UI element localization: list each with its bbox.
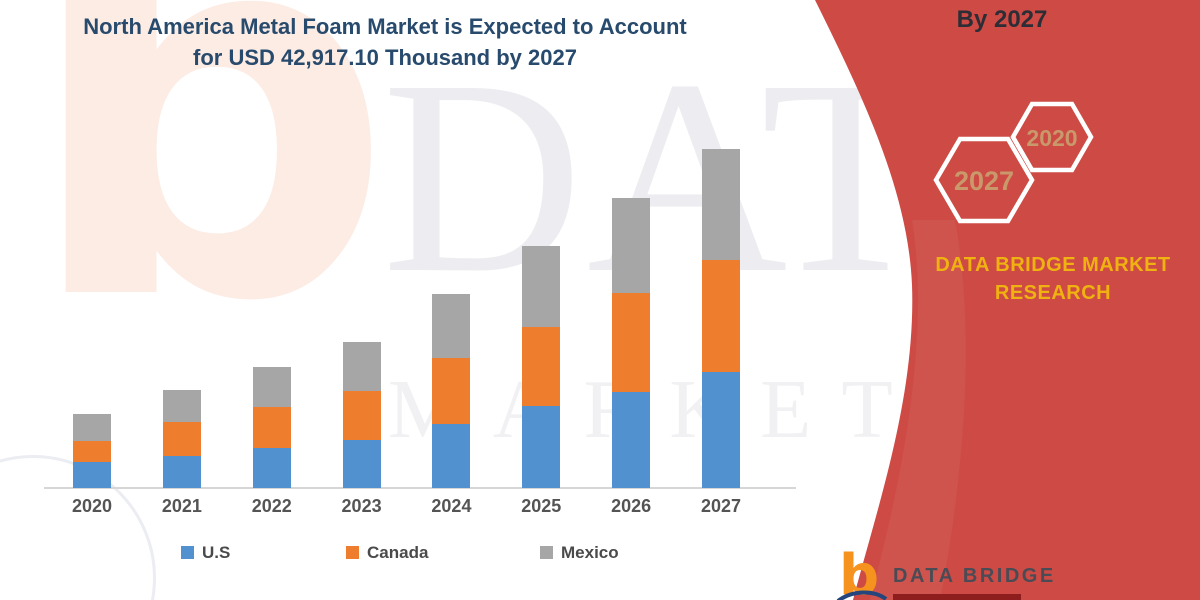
legend-item-Mexico: Mexico	[540, 543, 619, 562]
bar-segment-2020-U.S	[73, 461, 111, 488]
bar-segment-2024-Mexico	[432, 294, 471, 358]
footer-logo-red-bar	[893, 594, 1021, 600]
legend-label: Mexico	[561, 543, 619, 562]
bar-segment-2023-Canada	[342, 390, 381, 440]
bar-segment-2022-Mexico	[252, 366, 291, 407]
bar-segment-2027-U.S	[702, 371, 741, 488]
legend-swatch-icon	[540, 546, 553, 559]
bar-segment-2021-U.S	[162, 455, 201, 488]
x-axis-label-2027: 2027	[700, 496, 742, 516]
brand-line1: DATA BRIDGE MARKET	[935, 254, 1171, 276]
x-axis-label-2025: 2025	[521, 496, 562, 516]
chart-title-line2: for USD 42,917.10 Thousand by 2027	[193, 45, 577, 70]
bar-segment-2027-Mexico	[702, 149, 741, 260]
bar-segment-2025-U.S	[522, 405, 561, 488]
legend-item-Canada: Canada	[346, 543, 428, 562]
bar-segment-2022-Canada	[252, 406, 291, 449]
x-axis-label-2021: 2021	[161, 496, 202, 516]
x-axis-line	[44, 487, 796, 489]
chart-title-line1: North America Metal Foam Market is Expec…	[83, 14, 687, 39]
brand-line2: RESEARCH	[994, 282, 1112, 304]
bar-segment-2021-Mexico	[162, 390, 201, 423]
bar-segment-2025-Mexico	[522, 245, 561, 328]
chart-title: North America Metal Foam Market is Expec…	[35, 11, 735, 73]
x-axis-label-2020: 2020	[71, 496, 113, 516]
bar-segment-2023-U.S	[342, 439, 381, 488]
footer-logo-swoosh-icon	[836, 590, 888, 600]
bar-segment-2020-Mexico	[73, 413, 111, 441]
hexagon-2020-label: 2020	[1026, 125, 1077, 151]
hexagon-2027-label: 2027	[954, 166, 1014, 196]
bar-segment-2027-Canada	[702, 259, 741, 372]
x-axis-label-2026: 2026	[611, 496, 652, 516]
x-axis-label-2022: 2022	[251, 496, 292, 516]
red-panel-sheen	[870, 220, 966, 600]
red-panel-shape	[815, 0, 1200, 600]
by-2027-label: By 2027	[956, 6, 1048, 33]
legend-swatch-icon	[181, 546, 194, 559]
bar-segment-2024-Canada	[432, 357, 471, 424]
watermark-logo-b: b	[22, 0, 395, 415]
bar-segment-2020-Canada	[73, 440, 111, 462]
bar-segment-2022-U.S	[252, 448, 291, 488]
bar-segment-2024-U.S	[432, 423, 471, 488]
legend-label: U.S	[202, 543, 231, 562]
bar-segment-2026-Mexico	[612, 198, 651, 294]
footer-logo-name: DATA BRIDGE	[893, 565, 1056, 587]
x-axis-label-2024: 2024	[431, 496, 472, 516]
legend-swatch-icon	[346, 546, 359, 559]
hexagon-2020-icon	[1010, 101, 1094, 173]
hexagon-2027-icon	[933, 136, 1035, 224]
bar-segment-2026-U.S	[612, 391, 651, 488]
legend-label: Canada	[367, 543, 429, 562]
bar-segment-2026-Canada	[612, 293, 651, 392]
x-axis-label-2023: 2023	[341, 496, 382, 516]
bar-segment-2021-Canada	[162, 422, 201, 456]
hexagon-badges: 2027 2020	[933, 101, 1094, 224]
bar-segment-2025-Canada	[522, 327, 561, 406]
bar-segment-2023-Mexico	[342, 341, 381, 391]
legend-item-U.S: U.S	[181, 543, 230, 562]
brand-name-block: DATA BRIDGE MARKET RESEARCH	[933, 251, 1173, 307]
